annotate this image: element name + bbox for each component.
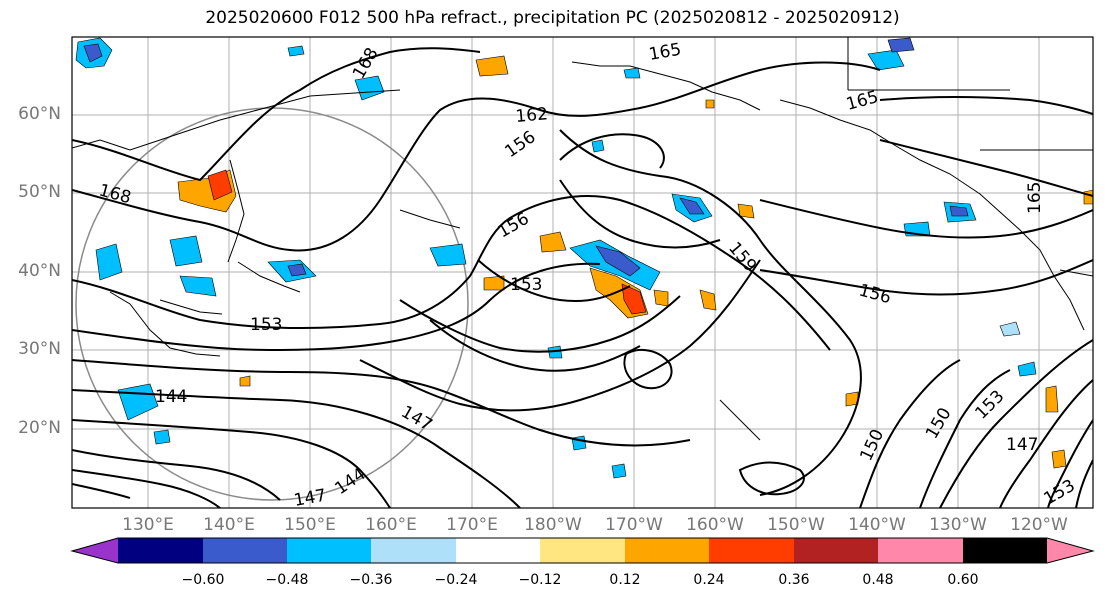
contour-label: 153 <box>250 315 282 335</box>
lat-label: 20°N <box>18 418 61 438</box>
lat-label: 60°N <box>18 104 61 124</box>
colorbar-tick-label: 0.36 <box>778 572 810 588</box>
lat-label: 30°N <box>18 339 61 359</box>
colorbar-tick-label: 0.60 <box>947 572 979 588</box>
colorbar-low-arrow <box>72 538 118 563</box>
lon-label: 160°E <box>365 515 417 535</box>
colorbar-tick-label: 0.24 <box>693 572 725 588</box>
lon-label: 130°E <box>122 515 174 535</box>
lon-label: 150°W <box>767 515 825 535</box>
lon-label: 170°E <box>446 515 498 535</box>
colorbar-tick-label: −0.60 <box>181 572 225 588</box>
colorbar-segment <box>540 538 625 563</box>
lon-label: 170°W <box>605 515 663 535</box>
colorbar-tick-label: 0.48 <box>862 572 894 588</box>
colorbar-outline <box>70 537 1095 564</box>
lon-label: 150°E <box>284 515 336 535</box>
colorbar-tick-label: 0.12 <box>609 572 641 588</box>
colorbar-high-arrow <box>1047 538 1093 563</box>
colorbar-segment <box>963 538 1047 563</box>
colorbar-segment <box>709 538 794 563</box>
lon-label: 140°E <box>203 515 255 535</box>
precip-shading <box>75 37 1093 479</box>
colorbar-tick-label: −0.48 <box>265 572 309 588</box>
colorbar-segment <box>118 538 203 563</box>
map-frame-border <box>71 36 1094 509</box>
lat-label: 50°N <box>18 182 61 202</box>
colorbar-segment <box>878 538 963 563</box>
lon-label: 120°W <box>1010 515 1068 535</box>
colorbar <box>70 537 1095 564</box>
contour-label: 162 <box>515 104 549 127</box>
colorbar-segment <box>287 538 371 563</box>
colorbar-segment <box>625 538 709 563</box>
contour-label: 144 <box>155 387 187 407</box>
lon-label: 160°W <box>686 515 744 535</box>
contour-label: 153 <box>510 275 542 295</box>
lon-label: 140°W <box>848 515 906 535</box>
contour-label: 147 <box>1006 435 1038 455</box>
lon-label: 180°W <box>524 515 582 535</box>
lat-label: 40°N <box>18 261 61 281</box>
lon-label: 130°W <box>929 515 987 535</box>
contour-label: 147 <box>292 486 327 511</box>
colorbar-segment <box>371 538 456 563</box>
contour-label: 165 <box>1025 182 1045 214</box>
colorbar-tick-label: −0.24 <box>434 572 478 588</box>
colorbar-segment <box>794 538 878 563</box>
colorbar-segment <box>456 538 540 563</box>
contours <box>72 47 1093 508</box>
colorbar-tick-label: −0.12 <box>518 572 562 588</box>
map-title: 2025020600 F012 500 hPa refract., precip… <box>205 8 900 28</box>
colorbar-segment <box>203 538 287 563</box>
colorbar-tick-label: −0.36 <box>349 572 393 588</box>
